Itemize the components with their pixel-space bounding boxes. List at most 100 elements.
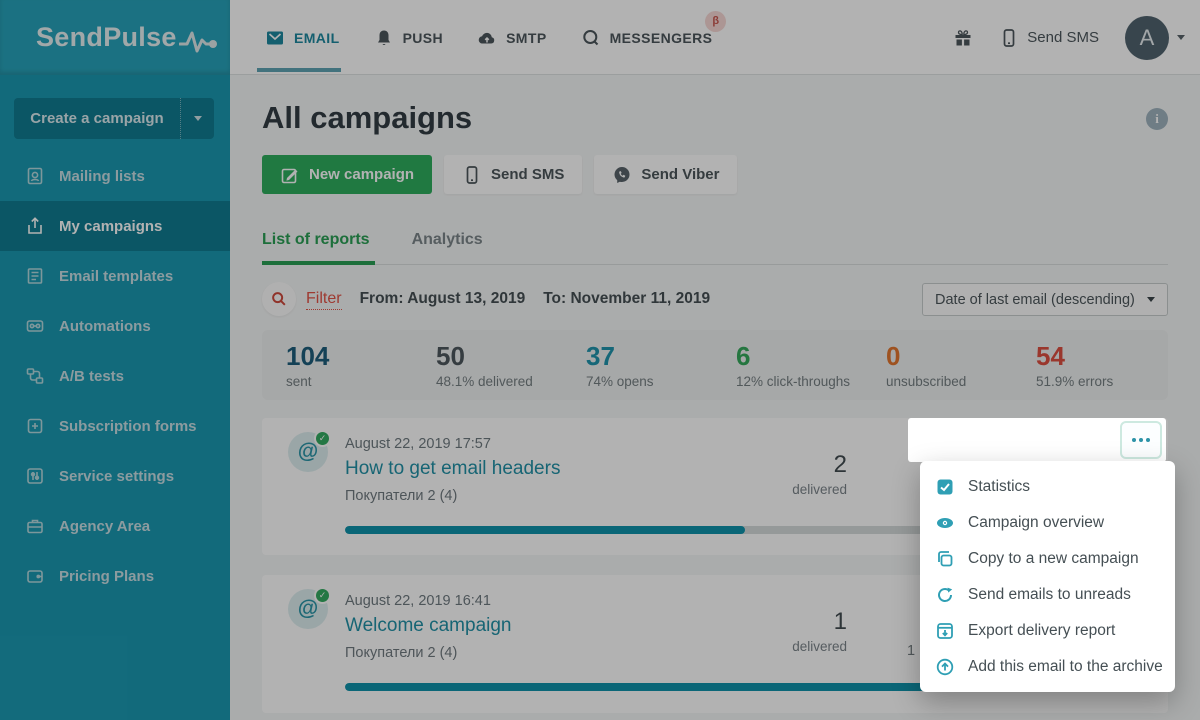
topbar-send-sms[interactable]: Send SMS [999, 28, 1099, 48]
topbar-right: Send SMS A [953, 0, 1185, 75]
action-buttons: New campaign Send SMS Send Viber [262, 155, 738, 194]
sidebar-item-automations[interactable]: Automations [0, 301, 230, 351]
statistics-icon [937, 479, 953, 495]
archive-up-icon [936, 658, 954, 676]
filter-dates: From: August 13, 2019 To: November 11, 2… [360, 290, 711, 308]
send-viber-button-label: Send Viber [641, 166, 720, 183]
delivery-progress-fill [345, 526, 745, 534]
campaign-title-link[interactable]: How to get email headers [345, 458, 561, 479]
sidebar-item-agency-area[interactable]: Agency Area [0, 501, 230, 551]
stat-click-throughs: 6 12% click-throughs [712, 330, 862, 400]
send-sms-label: Send SMS [1027, 29, 1099, 46]
menu-item-campaign-overview[interactable]: Campaign overview [920, 505, 1175, 541]
stat-label: unsubscribed [886, 374, 967, 389]
stat-unsubscribed: 0 unsubscribed [862, 330, 1012, 400]
delivered-label: delivered [792, 639, 847, 654]
stat-label: 74% opens [586, 374, 654, 389]
cloud-upload-icon [478, 32, 495, 44]
account-menu[interactable]: A [1125, 15, 1185, 60]
main-content: All campaigns i New campaign Send SMS Se… [230, 75, 1200, 720]
menu-item-label: Campaign overview [968, 514, 1105, 531]
sidebar-item-mailing-lists[interactable]: Mailing lists [0, 151, 230, 201]
sidebar-item-label: Automations [59, 317, 151, 335]
send-sms-button-label: Send SMS [491, 166, 565, 183]
delivery-progress-fill [345, 683, 1145, 691]
row-actions-button[interactable] [1120, 421, 1162, 459]
menu-item-send-to-unreads[interactable]: Send emails to unreads [920, 577, 1175, 613]
tab-messengers[interactable]: MESSENGERS β [581, 10, 727, 48]
tab-list-of-reports[interactable]: List of reports [262, 231, 370, 248]
stat-delivered: 50 48.1% delivered [412, 330, 562, 400]
send-sms-button[interactable]: Send SMS [444, 155, 583, 194]
filter-toggle[interactable]: Filter [306, 289, 342, 310]
tab-push[interactable]: PUSH [374, 28, 444, 48]
menu-item-label: Send emails to unreads [968, 586, 1131, 603]
sidebar-nav: Mailing lists My campaigns Email templat… [0, 151, 230, 601]
gift-icon[interactable] [953, 28, 973, 48]
tab-email-label: EMAIL [294, 29, 340, 46]
campaign-mailing-list: Покупатели 2 (4) [345, 488, 458, 504]
campaign-mailing-list: Покупатели 2 (4) [345, 645, 458, 661]
phone-icon [1003, 28, 1015, 47]
info-icon[interactable]: i [1146, 108, 1168, 130]
create-campaign-dropdown-toggle[interactable] [180, 98, 214, 139]
stat-value: 104 [286, 341, 330, 371]
menu-item-statistics[interactable]: Statistics [920, 469, 1175, 505]
stat-label: 51.9% errors [1036, 374, 1114, 389]
stat-opens: 37 74% opens [562, 330, 712, 400]
filter-row: Filter From: August 13, 2019 To: Novembe… [262, 281, 710, 317]
menu-item-export-delivery-report[interactable]: Export delivery report [920, 613, 1175, 649]
sidebar-item-label: Mailing lists [59, 167, 145, 185]
menu-item-label: Statistics [968, 478, 1031, 495]
campaign-delivered-stat: 1 delivered [742, 608, 847, 655]
sidebar-item-my-campaigns[interactable]: My campaigns [0, 201, 230, 251]
tab-smtp[interactable]: SMTP [477, 28, 547, 48]
tab-messengers-label: MESSENGERS [609, 29, 713, 46]
logo[interactable]: SendPulse [0, 0, 230, 75]
chevron-down-icon [1177, 35, 1185, 40]
stat-value: 37 [586, 341, 615, 371]
create-campaign-button[interactable]: Create a campaign [14, 98, 214, 139]
filter-from-date[interactable]: From: August 13, 2019 [359, 290, 526, 307]
automation-icon [26, 320, 44, 332]
settings-sliders-icon [27, 468, 43, 484]
phone-icon [466, 165, 478, 184]
sidebar-item-pricing-plans[interactable]: Pricing Plans [0, 551, 230, 601]
campaign-title-link[interactable]: Welcome campaign [345, 615, 512, 636]
menu-item-copy-to-new-campaign[interactable]: Copy to a new campaign [920, 541, 1175, 577]
filter-search-button[interactable] [262, 282, 296, 316]
topbar: EMAIL PUSH SMTP MESSENGERS β [230, 0, 1200, 75]
sidebar-item-label: Agency Area [59, 517, 151, 535]
stat-errors: 54 51.9% errors [1012, 330, 1162, 400]
new-campaign-button[interactable]: New campaign [262, 155, 433, 194]
sidebar-item-email-templates[interactable]: Email templates [0, 251, 230, 301]
stat-value: 54 [1036, 341, 1065, 371]
tab-email[interactable]: EMAIL [265, 28, 340, 48]
campaign-date: August 22, 2019 16:41 [345, 593, 491, 609]
sidebar-item-label: Subscription forms [59, 417, 197, 435]
stat-label: sent [286, 374, 312, 389]
tab-analytics[interactable]: Analytics [411, 231, 483, 248]
sidebar-item-subscription-forms[interactable]: Subscription forms [0, 401, 230, 451]
sort-select[interactable]: Date of last email (descending) [922, 283, 1168, 316]
campaign-delivered-stat: 2 delivered [742, 452, 847, 498]
send-viber-button[interactable]: Send Viber [594, 155, 738, 194]
chat-bubble-icon [582, 29, 598, 45]
report-tabs: List of reports Analytics [262, 231, 483, 249]
delivered-count: 1 [833, 608, 847, 635]
resend-icon [938, 587, 953, 602]
stat-value: 6 [736, 341, 751, 371]
sidebar-item-label: My campaigns [59, 217, 163, 235]
menu-item-add-to-archive[interactable]: Add this email to the archive [920, 649, 1175, 685]
sort-select-value: Date of last email (descending) [935, 291, 1135, 308]
delivery-progress-bar [345, 683, 1145, 691]
email-icon [267, 31, 283, 44]
sidebar-item-ab-tests[interactable]: A/B tests [0, 351, 230, 401]
address-book-icon [27, 167, 43, 185]
sent-check-badge: ✓ [314, 587, 331, 604]
active-tab-underline [257, 68, 341, 72]
filter-to-date[interactable]: To: November 11, 2019 [543, 290, 711, 307]
summary-stats-bar: 104 sent 50 48.1% delivered 37 74% opens… [262, 330, 1168, 400]
viber-icon [614, 166, 630, 183]
sidebar-item-service-settings[interactable]: Service settings [0, 451, 230, 501]
